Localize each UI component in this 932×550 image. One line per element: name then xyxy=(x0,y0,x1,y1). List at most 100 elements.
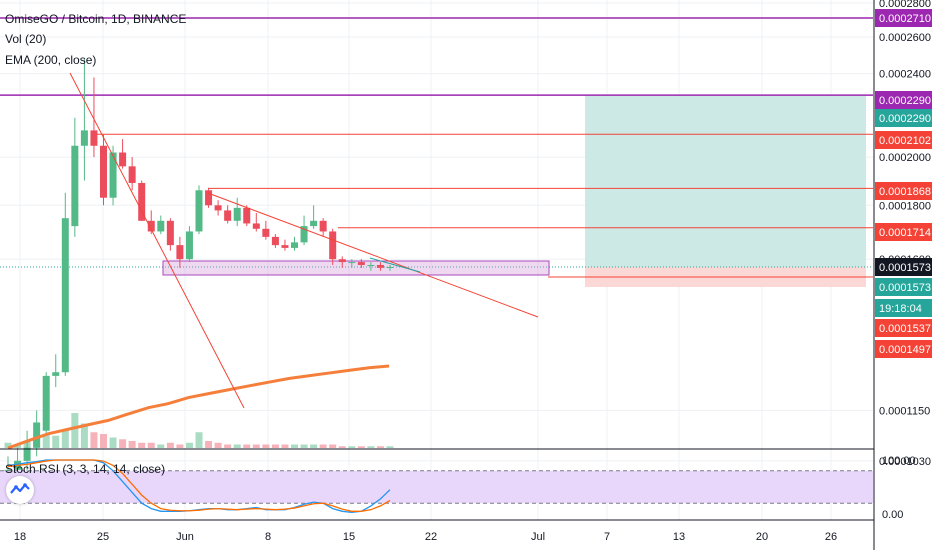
time-tick-label: 18 xyxy=(14,531,26,543)
price-badge-text: 0.0002290 xyxy=(879,113,931,125)
volume-bar xyxy=(252,444,260,448)
time-tick-label: 8 xyxy=(265,531,271,543)
candle-body xyxy=(147,220,155,232)
price-axis: 0.0002800 0.0002600 0.0002400 0.0002000 0.00… xyxy=(875,0,932,521)
time-tick-label: 15 xyxy=(343,531,355,543)
volume-bar xyxy=(42,434,50,448)
price-tick-label: 0.0002000 xyxy=(879,152,931,164)
candle xyxy=(176,236,184,268)
candle-body xyxy=(23,447,31,461)
volume-bar xyxy=(119,439,127,448)
candle xyxy=(338,256,346,268)
price-badge-text: 0.0001573 xyxy=(879,282,931,294)
volume-bar xyxy=(138,442,146,448)
candle-body xyxy=(195,190,203,232)
volume-bar xyxy=(185,442,193,448)
stoch-rsi-label[interactable]: Stoch RSI (3, 3, 14, 14, close) xyxy=(5,462,166,476)
volume-bar xyxy=(262,444,270,448)
time-axis: 18 25 Jun 8 15 22 Jul 7 13 20 26 xyxy=(14,531,837,543)
candle xyxy=(262,220,270,240)
price-badge-bg xyxy=(875,9,932,27)
candle xyxy=(166,218,174,251)
price-badge-bg xyxy=(875,299,932,317)
price-badge-bg xyxy=(875,278,932,296)
candle-body xyxy=(281,245,289,248)
candle-body xyxy=(310,220,318,227)
candle-body xyxy=(271,236,279,246)
candle xyxy=(71,117,79,237)
time-tick-label: 13 xyxy=(673,531,685,543)
price-label-badge[interactable]: 19:18:04 xyxy=(875,299,932,317)
candle xyxy=(205,187,213,208)
candle xyxy=(367,262,375,271)
candle xyxy=(195,185,203,235)
price-label-badge[interactable]: 0.0002290 xyxy=(875,91,932,109)
candle-body xyxy=(252,223,260,229)
price-badge-bg xyxy=(875,91,932,109)
volume-bar xyxy=(147,442,155,448)
volume-bar xyxy=(310,444,318,448)
tradingview-logo-icon[interactable] xyxy=(6,476,34,504)
price-tick-label: 0.0001030 xyxy=(879,456,931,468)
price-tick-label: 0.0001150 xyxy=(879,405,930,417)
price-label-badge[interactable]: 0.0001497 xyxy=(875,340,932,358)
volume-bar xyxy=(300,444,308,448)
price-badge-text: 19:18:04 xyxy=(879,303,922,315)
volume-bar xyxy=(319,444,327,448)
volume-indicator-label[interactable]: Vol (20) xyxy=(5,32,47,46)
time-tick-label: Jul xyxy=(531,531,545,543)
ema-200-line xyxy=(7,364,390,450)
candle xyxy=(128,157,136,191)
stoch-tick-label: 0.00 xyxy=(882,509,903,521)
candle-body xyxy=(185,231,193,260)
horizontal-levels xyxy=(0,17,873,278)
price-label-badge[interactable]: 0.0002290 xyxy=(875,109,932,127)
trend-line-steep xyxy=(69,72,245,409)
candle xyxy=(119,139,127,169)
price-label-badge[interactable]: 0.0001868 xyxy=(875,182,932,200)
volume-bar xyxy=(90,432,98,448)
volume-bar xyxy=(80,423,88,448)
price-label-badge[interactable]: 0.0002710 xyxy=(875,9,932,27)
candle xyxy=(329,228,337,265)
candle-body xyxy=(176,245,184,260)
volume-bar xyxy=(71,413,79,448)
candle xyxy=(310,205,318,229)
volume-bar xyxy=(233,444,241,448)
price-tick-label: 0.0001800 xyxy=(879,200,931,212)
candle-body xyxy=(300,226,308,243)
price-badge-text: 0.0001573 xyxy=(879,262,931,274)
price-badge-bg xyxy=(875,340,932,358)
candle xyxy=(319,218,327,237)
candle-body xyxy=(100,145,107,198)
price-badge-bg xyxy=(875,131,932,149)
candle-body xyxy=(233,207,241,221)
price-badge-text: 0.0001497 xyxy=(879,344,931,356)
price-label-badge[interactable]: 0.0002102 xyxy=(875,131,932,149)
candle xyxy=(138,180,146,221)
price-tick-label: 0.0002400 xyxy=(879,69,931,81)
volume-bar xyxy=(176,444,184,448)
price-label-badge[interactable]: 0.0001537 xyxy=(875,319,932,337)
volume-bar xyxy=(128,441,136,448)
candle xyxy=(386,264,394,271)
candle xyxy=(357,259,365,268)
price-label-badge[interactable]: 0.0001714 xyxy=(875,223,932,241)
price-label-badge[interactable]: 0.0001573 xyxy=(875,258,932,276)
candle xyxy=(147,210,155,235)
price-badge-text: 0.0002290 xyxy=(879,95,931,107)
volume-bar xyxy=(214,442,222,448)
candle xyxy=(271,234,279,248)
price-badge-bg xyxy=(875,319,932,337)
candle-body xyxy=(166,220,174,246)
volume-bar xyxy=(195,432,203,448)
candle-body xyxy=(128,166,136,183)
candle-body xyxy=(52,372,60,376)
volume-bar xyxy=(271,444,279,448)
price-label-badge[interactable]: 0.0001573 xyxy=(875,278,932,296)
candle xyxy=(61,192,69,376)
volume-bar xyxy=(329,444,337,448)
ema-indicator-label[interactable]: EMA (200, close) xyxy=(5,53,97,67)
